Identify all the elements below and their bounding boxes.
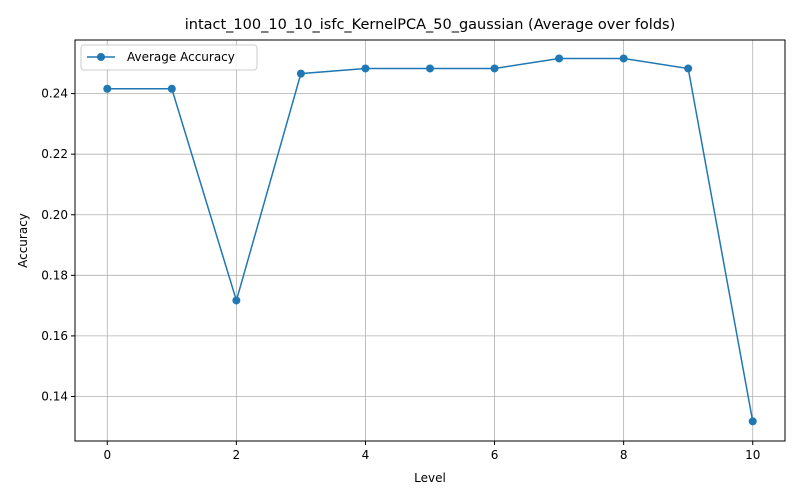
data-point [167,84,176,93]
data-point [748,417,757,426]
data-point [103,84,112,93]
y-tick-label: 0.22 [41,147,68,161]
data-point [684,64,693,73]
y-tick-label: 0.14 [41,389,68,403]
legend-entry-average-accuracy: Average Accuracy [127,50,235,64]
y-axis-label: Accuracy [16,213,30,268]
series-layer [103,54,757,426]
data-point [296,69,305,78]
series-line [107,57,754,422]
y-axis-ticks: 0.14 0.16 0.18 0.20 0.22 0.24 [41,87,75,403]
y-tick-label: 0.20 [41,208,68,222]
plot-area-frame [74,39,786,442]
x-tick-label: 8 [620,448,628,462]
x-tick-label: 4 [362,448,370,462]
data-point [490,64,499,73]
chart-title: intact_100_10_10_isfc_KernelPCA_50_gauss… [185,17,676,33]
x-tick-label: 10 [745,448,760,462]
data-point [619,54,628,63]
y-tick-label: 0.24 [41,87,68,101]
data-point [232,296,241,305]
x-tick-label: 2 [233,448,241,462]
y-tick-label: 0.16 [41,329,68,343]
legend: Average Accuracy [80,44,258,71]
x-tick-label: 0 [103,448,111,462]
legend-box [80,44,258,71]
y-tick-label: 0.18 [41,268,68,282]
grid-lines [75,40,785,441]
data-point [555,54,564,63]
x-tick-label: 6 [491,448,499,462]
x-axis-label: Level [414,471,446,485]
data-point [426,64,434,73]
data-point [361,64,370,73]
legend-marker [97,53,105,61]
x-axis-ticks: 0 2 4 6 8 10 [103,441,760,462]
